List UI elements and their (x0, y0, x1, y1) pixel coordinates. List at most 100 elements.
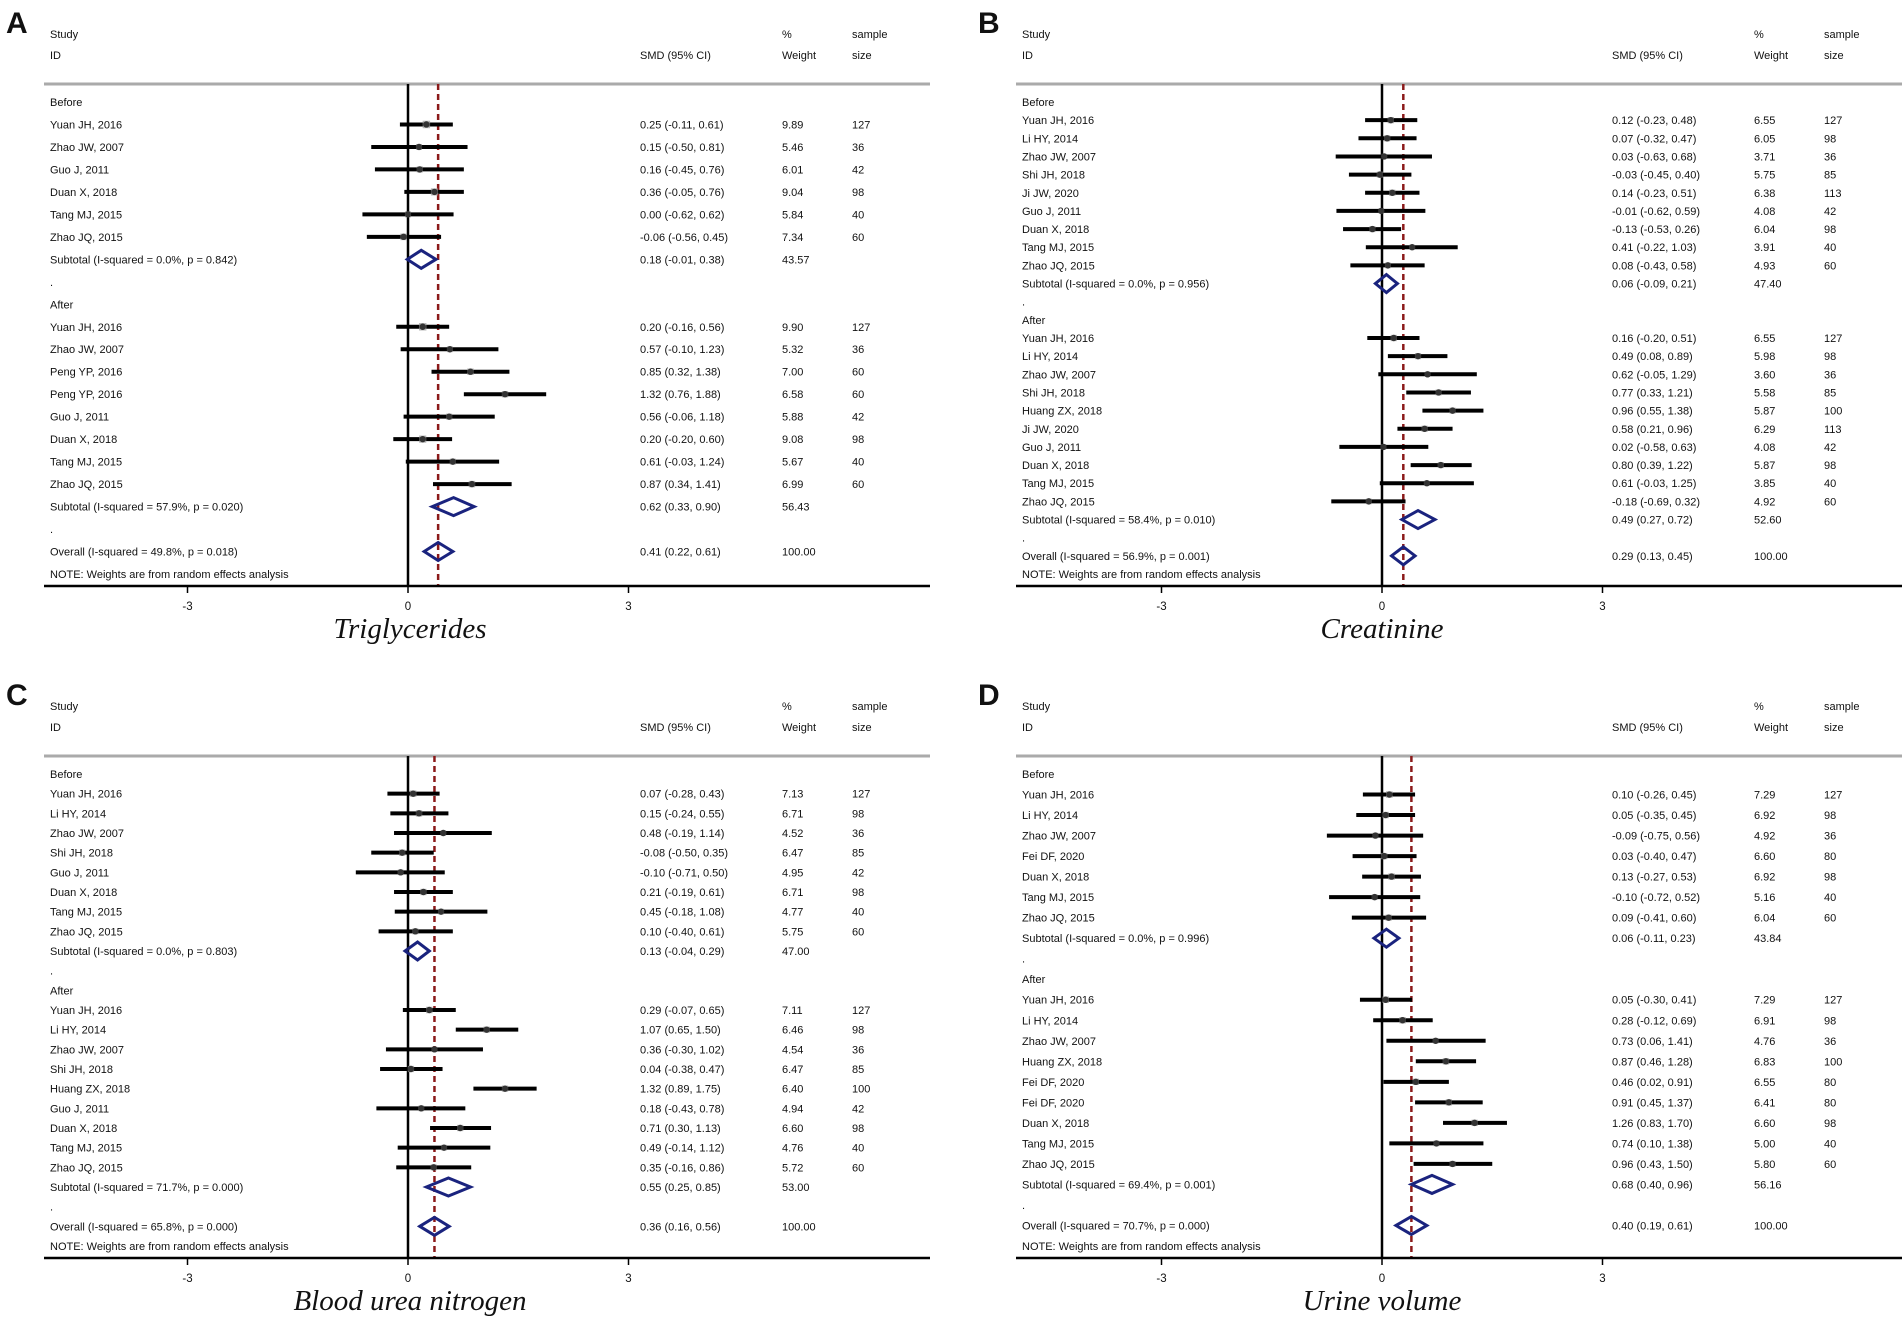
subtotal-diamond (1398, 508, 1439, 531)
study-id: Tang MJ, 2015 (50, 209, 122, 221)
study-id: Yuan JH, 2016 (1022, 333, 1094, 345)
x-tick-label: -3 (1156, 1273, 1166, 1285)
study-sample-size: 60 (1824, 1159, 1836, 1171)
study-sample-size: 80 (1824, 851, 1836, 863)
point-estimate (1384, 262, 1392, 269)
point-estimate (419, 323, 426, 330)
study-sample-size: 98 (852, 1123, 864, 1135)
study-sample-size: 98 (1824, 133, 1836, 145)
study-id: Yuan JH, 2016 (1022, 790, 1094, 802)
study-sample-size: 40 (852, 209, 864, 221)
point-estimate (468, 480, 476, 488)
study-sample-size: 42 (852, 1103, 864, 1115)
forest-panel-c: C Study ID SMD (95% CI)% Weight sample size Bef… (6, 679, 930, 1317)
x-tick-label: 0 (405, 601, 411, 613)
study-ci-text: 0.62 (-0.05, 1.29) (1612, 369, 1696, 381)
point-estimate (397, 869, 404, 876)
study-ci-text: -0.09 (-0.75, 0.56) (1612, 831, 1700, 843)
note-text: NOTE: Weights are from random effects an… (1022, 569, 1261, 581)
study-id: Zhao JQ, 2015 (1022, 496, 1095, 508)
study-sample-size: 80 (1824, 1097, 1836, 1109)
study-weight: 6.55 (1754, 115, 1775, 127)
header-smd: SMD (95% CI) (640, 722, 711, 734)
study-sample-size: 80 (1824, 1077, 1836, 1089)
x-tick-label: 3 (625, 1273, 631, 1285)
study-sample-size: 60 (852, 1162, 864, 1174)
study-sample-size: 60 (852, 367, 864, 379)
study-ci-text: -0.13 (-0.53, 0.26) (1612, 224, 1700, 236)
overall-diamond (1392, 1214, 1430, 1237)
point-estimate (1383, 135, 1391, 142)
study-weight: 5.87 (1754, 406, 1775, 418)
study-weight: 6.71 (782, 887, 803, 899)
study-sample-size: 36 (1824, 831, 1836, 843)
overall-diamond (1389, 544, 1418, 567)
study-sample-size: 100 (852, 1084, 870, 1096)
group-label: After (1022, 974, 1046, 986)
subtotal-label: Subtotal (I-squared = 57.9%, p = 0.020) (50, 502, 243, 514)
study-ci-text: 0.80 (0.39, 1.22) (1612, 460, 1693, 472)
study-ci-text: 0.56 (-0.06, 1.18) (640, 412, 724, 424)
study-ci-text: -0.01 (-0.62, 0.59) (1612, 206, 1700, 218)
header-sample: sample (852, 701, 887, 713)
note-text: NOTE: Weights are from random effects an… (50, 1241, 289, 1253)
study-ci-text: 0.96 (0.55, 1.38) (1612, 406, 1693, 418)
study-weight: 5.84 (782, 209, 803, 221)
point-estimate (1378, 207, 1385, 215)
study-id: Duan X, 2018 (50, 887, 117, 899)
point-estimate (1423, 480, 1431, 487)
study-sample-size: 40 (1824, 892, 1836, 904)
study-sample-size: 98 (1824, 460, 1836, 472)
spacer-dot: . (1022, 297, 1025, 309)
study-weight: 5.75 (782, 926, 803, 938)
point-estimate (426, 1006, 433, 1014)
point-estimate (1382, 811, 1389, 819)
study-weight: 5.32 (782, 344, 803, 356)
study-weight: 7.29 (1754, 790, 1775, 802)
subtotal-weight: 47.40 (1754, 279, 1782, 291)
subtotal-label: Subtotal (I-squared = 0.0%, p = 0.803) (50, 946, 237, 958)
study-id: Shi JH, 2018 (50, 1064, 113, 1076)
study-ci-text: 0.74 (0.10, 1.38) (1612, 1138, 1693, 1150)
point-estimate (1412, 1078, 1420, 1086)
spacer-dot: . (1022, 533, 1025, 545)
study-id: Tang MJ, 2015 (1022, 892, 1094, 904)
point-estimate (431, 188, 438, 196)
panel-letter: A (6, 7, 28, 40)
overall-weight: 100.00 (1754, 1220, 1788, 1232)
study-sample-size: 60 (852, 926, 864, 938)
point-estimate (419, 435, 426, 443)
point-estimate (1388, 873, 1395, 880)
overall-weight: 100.00 (782, 1221, 816, 1233)
overall-diamond (421, 540, 456, 563)
study-weight: 6.99 (782, 479, 803, 491)
subtotal-ci-text: 0.18 (-0.01, 0.38) (640, 254, 724, 266)
x-tick-label: 0 (1379, 1273, 1385, 1285)
study-ci-text: 0.61 (-0.03, 1.24) (640, 457, 724, 469)
study-sample-size: 42 (1824, 206, 1836, 218)
spacer-dot: . (1022, 954, 1025, 966)
study-id: Ji JW, 2020 (1022, 188, 1079, 200)
study-ci-text: 0.09 (-0.41, 0.60) (1612, 913, 1696, 925)
x-tick-label: -3 (182, 1273, 192, 1285)
header-weight: Weight (1754, 50, 1788, 62)
study-weight: 6.60 (1754, 1118, 1775, 1130)
spacer-dot: . (50, 277, 53, 289)
subtotal-diamond (428, 495, 478, 518)
header-weight: Weight (782, 722, 816, 734)
study-id: Shi JH, 2018 (50, 848, 113, 860)
subtotal-ci-text: 0.68 (0.40, 0.96) (1612, 1179, 1693, 1191)
x-tick-label: 0 (1379, 601, 1385, 613)
study-ci-text: 0.87 (0.34, 1.41) (640, 479, 721, 491)
study-id: Yuan JH, 2016 (50, 1005, 122, 1017)
study-weight: 6.60 (782, 1123, 803, 1135)
point-estimate (415, 143, 423, 151)
point-estimate (1421, 425, 1428, 432)
study-ci-text: 0.13 (-0.27, 0.53) (1612, 872, 1696, 884)
study-id: Zhao JW, 2007 (50, 344, 124, 356)
study-weight: 4.76 (782, 1143, 803, 1155)
point-estimate (1432, 1037, 1439, 1044)
study-ci-text: 0.36 (-0.05, 0.76) (640, 187, 724, 199)
header-size: size (852, 50, 872, 62)
study-id: Duan X, 2018 (50, 434, 117, 446)
